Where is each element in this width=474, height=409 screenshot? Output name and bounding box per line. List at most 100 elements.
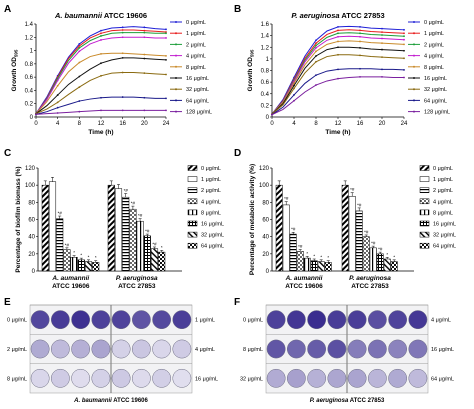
bar <box>150 248 159 272</box>
plate-well <box>91 339 111 359</box>
legend-marker <box>175 21 177 23</box>
group-label-species: P. aeruginosa <box>116 275 158 282</box>
data-point <box>381 27 383 30</box>
data-point <box>121 26 124 29</box>
y-tick-label: 0.6 <box>25 75 34 81</box>
concentration-label-right: 1 μg/mL <box>195 318 215 324</box>
chart-title: P. aeruginosa ATCC 27853 <box>291 11 384 20</box>
legend-label: 64 μg/mL <box>186 98 209 104</box>
legend-label: 1 μg/mL <box>186 31 206 37</box>
y-axis-label: Percentage of biofilm biomass (%) <box>15 166 22 272</box>
significance-mark: *# <box>124 188 129 193</box>
y-tick-label: 20 <box>28 252 35 258</box>
legend-swatch <box>187 165 198 171</box>
data-point <box>381 31 383 34</box>
x-tick-label: 12 <box>335 121 342 127</box>
plate-well <box>388 339 407 359</box>
y-tick-label: 0 <box>30 115 34 121</box>
data-point <box>56 101 59 104</box>
y-axis-label-main: Growth OD <box>247 57 254 92</box>
title-strain: ATCC 27853 <box>340 11 385 20</box>
plate-well <box>408 368 428 388</box>
bar <box>369 247 377 272</box>
data-point <box>56 112 59 114</box>
legend-marker <box>413 43 415 46</box>
legend-marker <box>413 54 415 57</box>
plate-caption: A. baumannii ATCC 19606 <box>73 398 148 404</box>
caption-strain: ATCC 27853 <box>348 398 385 404</box>
data-point <box>143 109 146 112</box>
plate-well <box>172 339 192 359</box>
plate-well <box>327 368 347 388</box>
chart-title: A. baumannii ATCC 19606 <box>54 11 147 20</box>
x-tick-label: 24 <box>401 121 408 127</box>
y-tick-label: 1 <box>30 49 34 55</box>
plate-well <box>368 310 387 330</box>
y-tick-label: 100 <box>25 183 36 189</box>
data-point <box>78 61 81 64</box>
x-axis-label: Time (h) <box>325 129 350 136</box>
data-point <box>381 68 383 71</box>
bar <box>348 196 356 272</box>
data-point <box>293 82 295 85</box>
significance-mark: * <box>161 245 163 250</box>
data-point <box>293 99 295 102</box>
plate-well <box>172 368 192 388</box>
legend-label: 2 μg/mL <box>186 42 206 48</box>
data-point <box>100 39 102 41</box>
legend-label: 0 μg/mL <box>201 166 221 172</box>
title-strain: ATCC 19606 <box>102 11 147 20</box>
data-point <box>78 43 81 45</box>
group-label-strain: ATCC 19606 <box>52 283 90 290</box>
plate-well <box>368 368 387 388</box>
data-point <box>143 57 146 60</box>
legend-marker <box>175 65 177 68</box>
panel-label-e: E <box>4 297 11 308</box>
bar <box>158 251 166 272</box>
y-tick-label: 0.4 <box>25 88 34 94</box>
legend-label: 32 μg/mL <box>424 87 447 93</box>
legend-swatch <box>187 198 198 205</box>
bar <box>143 235 151 272</box>
plate-well <box>71 310 90 330</box>
significance-mark: * <box>327 255 329 260</box>
bar <box>324 262 332 272</box>
concentration-label-left: 8 μg/mL <box>7 376 27 382</box>
legend-label: 32 μg/mL <box>433 233 456 239</box>
legend-label: 128 μg/mL <box>186 110 212 116</box>
plate-well <box>287 339 306 359</box>
bar <box>376 253 384 272</box>
legend-label: 4 μg/mL <box>201 199 221 205</box>
data-point <box>337 29 339 32</box>
bar <box>107 184 115 272</box>
data-point <box>381 42 383 45</box>
data-point <box>143 31 146 34</box>
bar <box>122 196 130 272</box>
data-point <box>143 96 146 99</box>
series-line <box>35 29 167 114</box>
caption-species: A. baumannii <box>73 398 112 404</box>
data-point <box>56 106 59 109</box>
y-tick-label: 60 <box>28 218 35 224</box>
x-tick-label: 12 <box>98 121 105 127</box>
significance-mark: * <box>386 252 388 257</box>
plate-well <box>327 310 347 330</box>
legend-marker <box>413 110 415 113</box>
data-point <box>143 29 146 32</box>
x-tick-label: 4 <box>56 121 60 127</box>
concentration-label-right: 4 μg/mL <box>195 347 215 353</box>
significance-mark: *# <box>58 211 63 216</box>
x-tick-label: 8 <box>78 121 82 127</box>
data-point <box>143 26 146 29</box>
bar <box>303 257 311 272</box>
legend-label: 1 μg/mL <box>424 31 444 37</box>
plate-well <box>287 368 306 388</box>
significance-mark: *# <box>284 196 289 201</box>
series-line <box>35 71 167 115</box>
data-point <box>359 67 361 70</box>
plate-well <box>30 310 50 330</box>
bar <box>77 259 85 272</box>
legend-swatch <box>419 231 430 238</box>
significance-mark: *# <box>152 241 157 246</box>
